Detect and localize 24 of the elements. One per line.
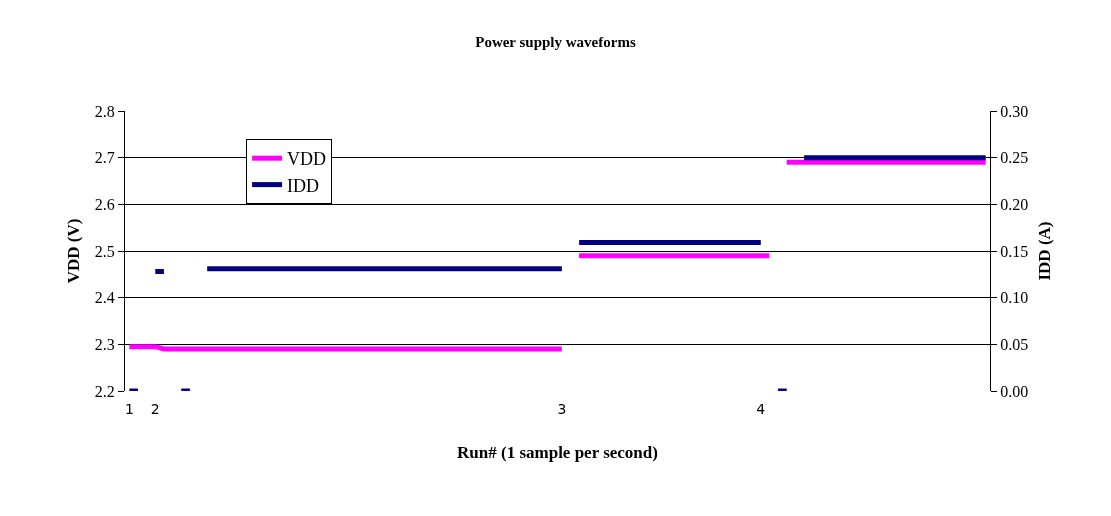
y-axis-title: VDD (V) xyxy=(64,218,84,284)
x-tick-label: 1 xyxy=(124,401,134,417)
x-tick-label: 4 xyxy=(756,401,766,417)
x-tick-label: 2 xyxy=(150,401,160,417)
y-tick-label: 2.5 xyxy=(94,242,115,260)
y-tick-label: 2.8 xyxy=(94,102,115,120)
y2-tick-label: 0.05 xyxy=(1000,335,1029,353)
legend-label: IDD xyxy=(287,175,320,196)
chart-title: Power supply waveforms xyxy=(475,33,636,50)
y-tick-label: 2.3 xyxy=(94,335,115,353)
y-tick-label: 2.2 xyxy=(94,382,115,400)
x-axis-title: Run# (1 sample per second) xyxy=(457,443,658,463)
y2-tick-label: 0.10 xyxy=(1000,289,1029,307)
y2-tick-label: 0.00 xyxy=(1000,382,1029,400)
legend-label: VDD xyxy=(287,149,327,170)
y-tick-label: 2.7 xyxy=(94,149,115,167)
y-tick-label: 2.4 xyxy=(94,289,115,307)
y2-tick-label: 0.15 xyxy=(1000,242,1029,260)
y2-tick-label: 0.20 xyxy=(1000,195,1029,213)
y-tick-label: 2.6 xyxy=(94,195,115,213)
y2-tick-label: 0.30 xyxy=(1000,102,1029,120)
y2-tick-label: 0.25 xyxy=(1000,149,1029,167)
x-tick-label: 3 xyxy=(557,401,567,417)
y2-axis-title: IDD (A) xyxy=(1034,221,1054,281)
